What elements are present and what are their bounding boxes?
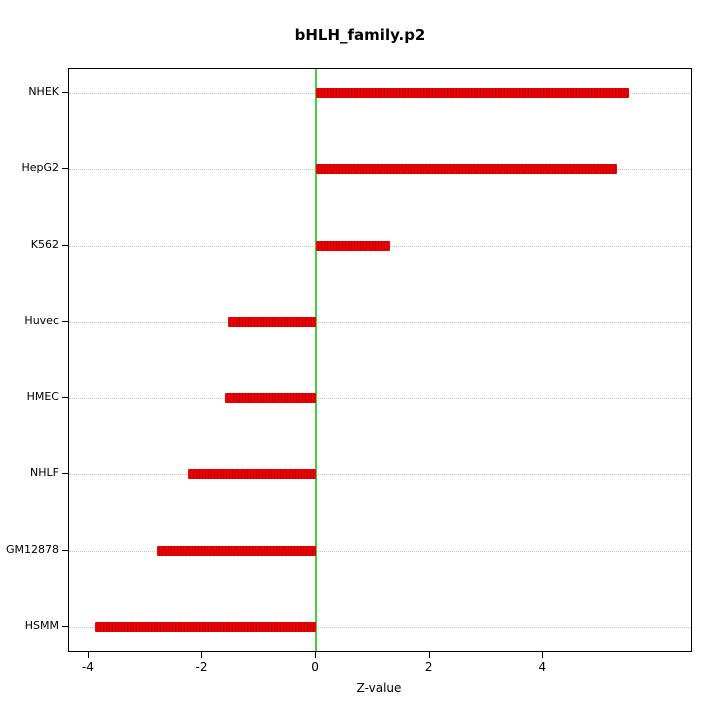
x-axis-tick [542, 652, 544, 658]
gridline [69, 321, 691, 323]
y-tick-label-huvec: Huvec [24, 313, 59, 327]
y-axis-tick [62, 168, 68, 170]
y-tick-label-hmec: HMEC [26, 390, 59, 404]
y-tick-label-hsmm: HSMM [24, 619, 59, 632]
zero-reference-line [315, 69, 318, 651]
x-tick-label: -2 [195, 660, 208, 674]
gridline [69, 550, 691, 552]
bar-gm12878 [157, 545, 317, 556]
y-axis-tick [62, 244, 68, 246]
bar-hsmm [94, 622, 317, 632]
gridline [69, 627, 691, 628]
x-axis-label: Z-value [356, 681, 402, 695]
y-tick-label-gm12878: GM12878 [5, 542, 59, 556]
x-tick-label: -4 [81, 660, 94, 674]
chart-title: bHLH_family.p2 [294, 26, 426, 44]
gridline [69, 474, 691, 476]
x-tick-label: 2 [424, 660, 433, 674]
y-axis-tick [62, 320, 68, 322]
bar-huvec [228, 316, 317, 327]
y-axis-tick [62, 626, 68, 627]
bar-nhlf [188, 469, 317, 480]
y-tick-label-k562: K562 [30, 237, 59, 251]
x-axis-tick [315, 652, 317, 658]
x-axis-tick [87, 652, 89, 658]
y-tick-label-nhlf: NHLF [30, 466, 59, 480]
bar-hepg2 [316, 164, 618, 175]
x-tick-label: 4 [538, 660, 547, 674]
x-axis-tick [428, 652, 430, 658]
y-axis-tick [62, 92, 68, 93]
x-axis-tick [201, 652, 203, 658]
plot-area [68, 68, 692, 652]
bar-hmec [225, 393, 317, 404]
y-axis-tick [62, 473, 68, 475]
bar-nhek [316, 88, 629, 98]
y-axis-tick [62, 549, 68, 551]
y-tick-label-nhek: NHEK [28, 85, 59, 98]
y-axis-tick [62, 397, 68, 399]
y-tick-label-hepg2: HepG2 [21, 161, 59, 175]
gridline [69, 398, 691, 400]
x-tick-label: 0 [311, 660, 319, 674]
bar-k562 [316, 240, 390, 251]
